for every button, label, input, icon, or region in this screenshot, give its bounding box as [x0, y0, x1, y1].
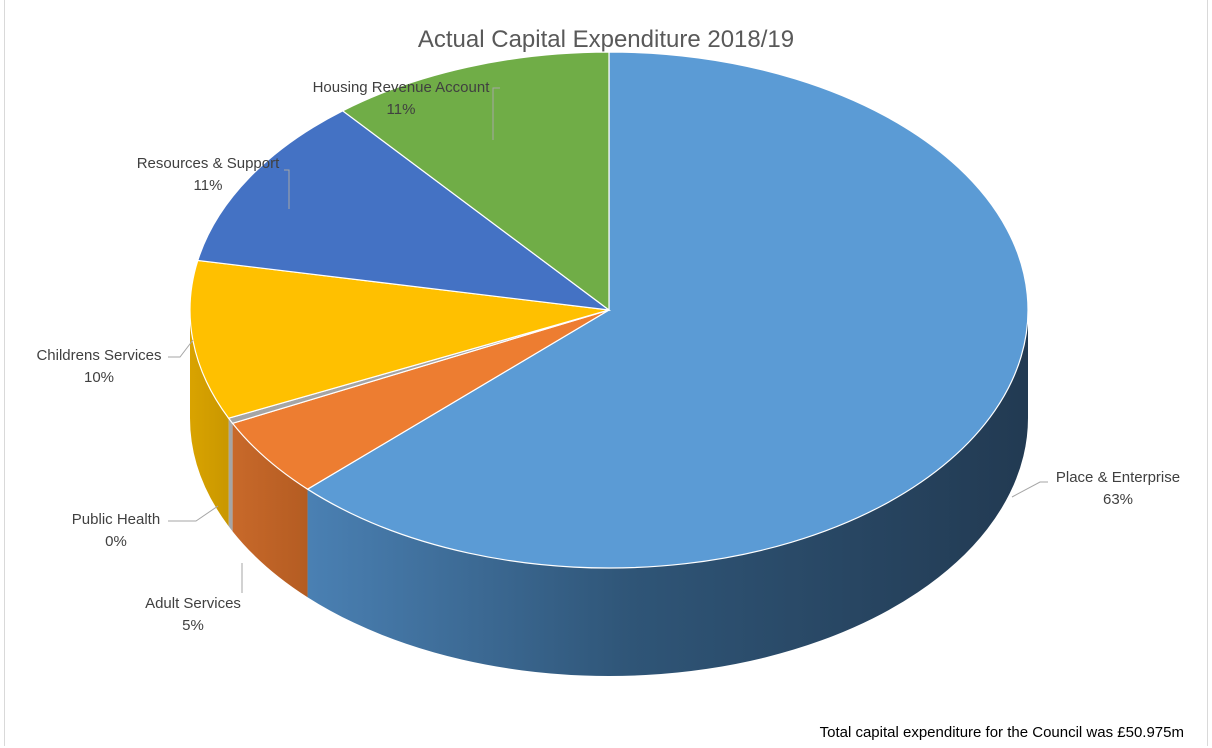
- pie-side-adult-services: [232, 423, 308, 598]
- data-label-place-enterprise: Place & Enterprise: [1056, 469, 1180, 486]
- leader-line-childrens-services: [168, 339, 194, 358]
- data-value-adult-services: 5%: [182, 617, 204, 634]
- data-value-resources-support: 11%: [194, 177, 223, 194]
- pie-slice-resources-support: [197, 110, 612, 311]
- chart-title: Actual Capital Expenditure 2018/19: [417, 26, 795, 53]
- data-value-place-enterprise: 63%: [1103, 491, 1133, 508]
- pie-side-public-health: [228, 418, 233, 532]
- leader-line-place-enterprise: [1011, 481, 1048, 498]
- data-label-adult-services: Adult Services: [145, 595, 241, 612]
- data-label-resources-support: Resources & Support: [137, 155, 280, 172]
- leader-line-housing-revenue-account: [492, 87, 500, 140]
- leader-line-public-health: [168, 505, 219, 522]
- footnote-total: Total capital expenditure for the Counci…: [819, 724, 1184, 741]
- pie-slice-place-enterprise: [306, 51, 1029, 569]
- data-value-housing-revenue-account: 11%: [387, 101, 416, 118]
- data-label-childrens-services: Childrens Services: [36, 347, 161, 364]
- pie-slice-housing-revenue-account: [341, 51, 610, 312]
- data-label-public-health: Public Health: [72, 511, 160, 528]
- chart-frame: [4, 0, 1208, 746]
- data-value-childrens-services: 10%: [84, 369, 114, 386]
- data-value-public-health: 0%: [105, 533, 127, 550]
- pie-side-place-enterprise: [307, 310, 1029, 677]
- data-label-housing-revenue-account: Housing Revenue Account: [313, 79, 491, 96]
- leader-line-resources-support: [284, 169, 290, 209]
- pie-side-childrens-services: [190, 310, 229, 527]
